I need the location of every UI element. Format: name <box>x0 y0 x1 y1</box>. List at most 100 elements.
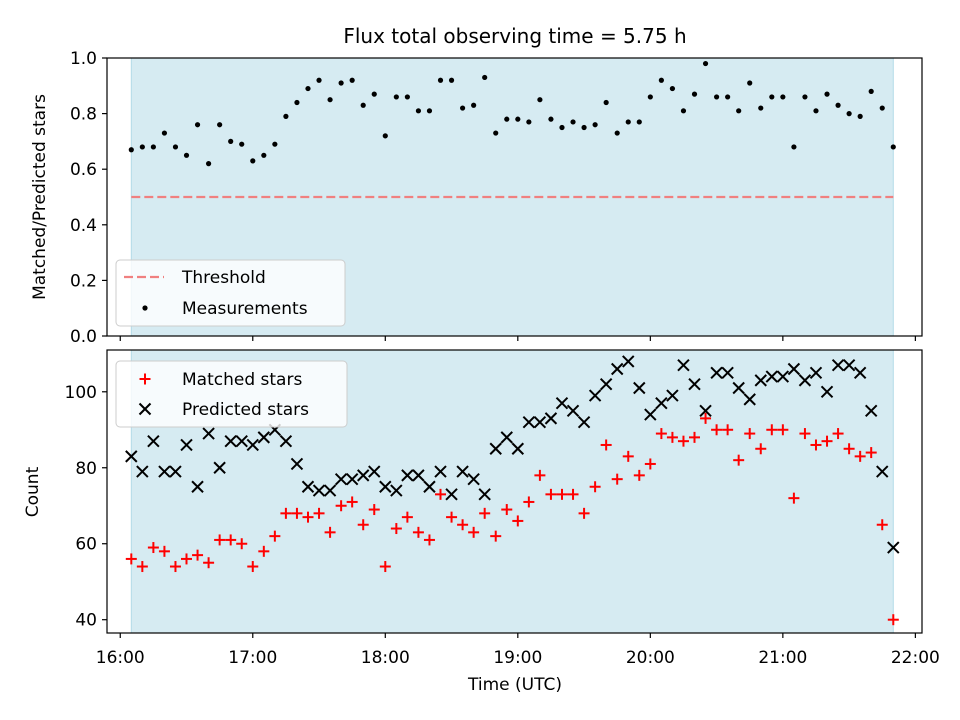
measurement-point <box>360 102 366 108</box>
measurement-point <box>261 152 267 158</box>
matched-star-point <box>379 561 391 573</box>
predicted-star-point <box>500 431 513 444</box>
matched-star-point <box>777 424 789 436</box>
matched-star-point <box>523 496 535 508</box>
predicted-star-point <box>125 450 138 463</box>
matched-star-point <box>567 488 579 500</box>
predicted-star-point <box>710 366 723 379</box>
matched-star-point <box>313 507 325 519</box>
predicted-star-point <box>765 370 779 383</box>
measurement-point <box>194 122 201 128</box>
predicted-star-point <box>423 480 436 493</box>
measurement-point <box>349 77 355 83</box>
measurement-point <box>890 144 896 150</box>
matched-star-point <box>236 538 248 550</box>
count-legend: Matched stars Predicted stars <box>115 360 348 428</box>
ratio-legend: Threshold Measurements <box>115 259 346 327</box>
x-tick-label: 17:00 <box>228 648 277 668</box>
predicted-stars-legend-swatch <box>138 402 152 416</box>
predicted-star-point <box>522 415 536 429</box>
predicted-star-point <box>798 374 812 387</box>
predicted-star-point <box>776 370 790 383</box>
measurement-point <box>327 97 333 103</box>
matched-star-point <box>501 504 513 516</box>
measurement-point <box>239 141 245 147</box>
predicted-star-point <box>467 472 480 486</box>
measurement-point <box>471 102 477 108</box>
ratio-legend-box <box>115 259 346 327</box>
measurement-point <box>658 77 664 83</box>
predicted-star-point <box>301 480 315 493</box>
predicted-star-point <box>334 472 348 486</box>
matched-star-point <box>589 481 601 493</box>
predicted-star-point <box>533 415 547 429</box>
matched-star-point <box>755 443 767 455</box>
x-tick-label: 20:00 <box>626 648 675 668</box>
ratio-y-tick-label: 0.2 <box>70 271 97 291</box>
matched-star-point <box>600 439 612 451</box>
measurement-point <box>294 99 300 106</box>
predicted-star-point <box>412 469 425 482</box>
matched-star-point <box>766 424 778 436</box>
matched-star-point <box>181 553 193 565</box>
measurement-point <box>459 105 466 111</box>
measurement-point <box>526 119 532 125</box>
predicted-star-point <box>831 358 845 372</box>
measurement-point <box>559 124 565 131</box>
matched-star-point <box>733 454 745 466</box>
measurement-point <box>250 158 256 164</box>
predicted-star-point <box>478 488 491 501</box>
predicted-star-point <box>743 393 756 406</box>
measurement-point <box>393 94 399 100</box>
measurement-point <box>437 77 444 83</box>
measurement-point <box>504 116 510 122</box>
measurement-point <box>857 113 863 119</box>
matched-star-point <box>854 450 866 462</box>
measurement-point <box>835 102 841 108</box>
matched-star-point <box>468 526 480 538</box>
ratio-axes-frame <box>106 57 923 337</box>
predicted-star-point <box>323 484 337 497</box>
count-y-tick-label: 100 <box>65 383 97 403</box>
matched-star-point <box>269 530 281 542</box>
matched-star-point <box>611 473 623 485</box>
measurement-point <box>338 80 344 86</box>
predicted-star-point <box>599 377 613 391</box>
predicted-swatch-glyph <box>138 402 152 416</box>
matched-star-point <box>368 504 380 516</box>
matched-star-point <box>125 553 137 565</box>
matched-star-point <box>821 435 833 447</box>
predicted-star-point <box>434 465 447 478</box>
measurement-point <box>747 80 753 86</box>
matched-star-point <box>534 469 546 481</box>
x-tick-label: 18:00 <box>361 648 410 668</box>
matched-star-point <box>578 507 590 519</box>
measurement-point <box>482 74 488 81</box>
chart-title: Flux total observing time = 5.75 h <box>343 24 686 48</box>
count-y-axis-label: Count <box>23 466 43 517</box>
predicted-star-point <box>633 381 646 395</box>
matched-star-point <box>490 530 502 542</box>
predicted-star-point <box>379 480 392 493</box>
ratio-y-tick-label: 0.4 <box>70 216 97 236</box>
matched-star-point <box>192 549 204 561</box>
measurement-point <box>139 144 145 150</box>
x-tick-label: 16:00 <box>96 648 145 668</box>
count-y-tick-label: 40 <box>75 611 97 631</box>
predicted-star-point <box>577 415 591 429</box>
measurement-point <box>691 91 698 97</box>
predicted-star-point <box>566 404 580 417</box>
measurement-point <box>592 122 598 128</box>
matched-star-point <box>512 515 524 527</box>
predicted-star-point <box>169 465 182 478</box>
matched-stars-points <box>125 412 899 626</box>
predicted-star-point <box>191 480 204 493</box>
measurement-point <box>769 94 775 100</box>
predicted-star-point <box>202 427 215 440</box>
measurement-point <box>217 122 223 128</box>
predicted-star-point <box>688 377 701 391</box>
measurement-point <box>780 94 786 100</box>
measurements-legend-swatch <box>142 305 148 311</box>
matched-star-point <box>169 561 181 573</box>
